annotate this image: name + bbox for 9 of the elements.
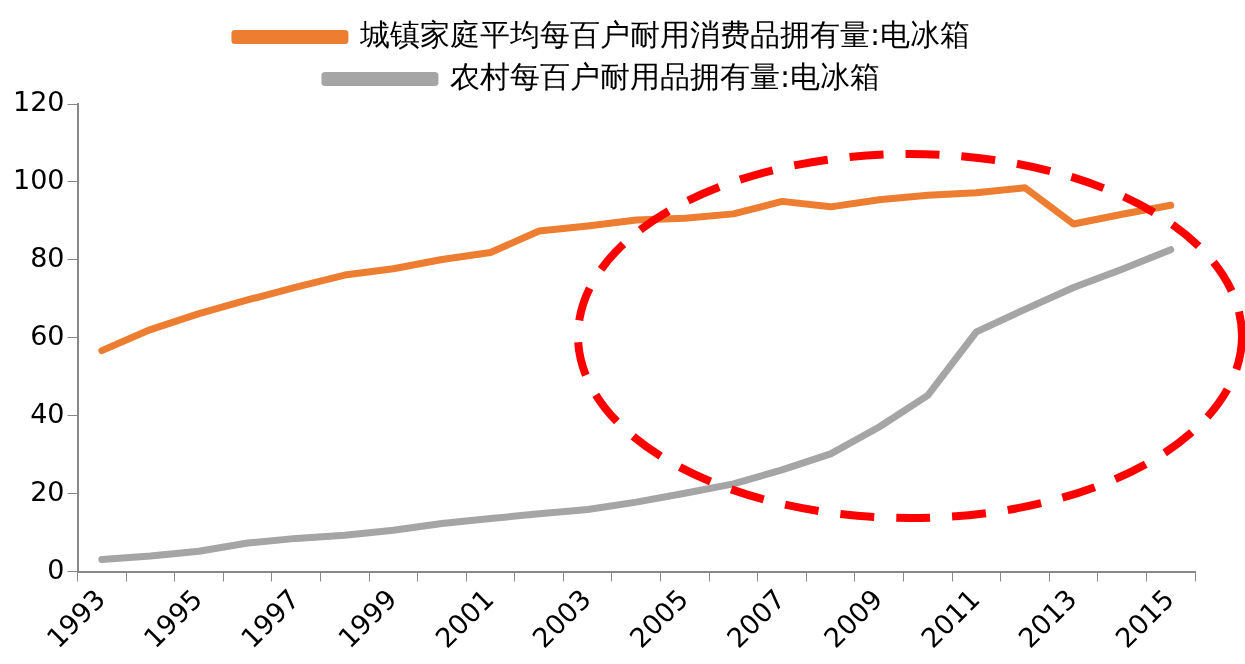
y-tick-label: 40: [30, 397, 65, 429]
legend-label: 城镇家庭平均每百户耐用消费品拥有量:电冰箱: [358, 16, 971, 52]
legend-label: 农村每百户耐用品拥有量:电冰箱: [449, 58, 881, 94]
y-tick-label: 100: [12, 163, 65, 195]
y-tick-label: 80: [30, 241, 65, 273]
y-tick-label: 0: [47, 553, 65, 585]
y-tick-label: 20: [30, 475, 65, 507]
y-tick-label: 60: [30, 319, 65, 351]
y-tick-label: 120: [12, 86, 65, 118]
